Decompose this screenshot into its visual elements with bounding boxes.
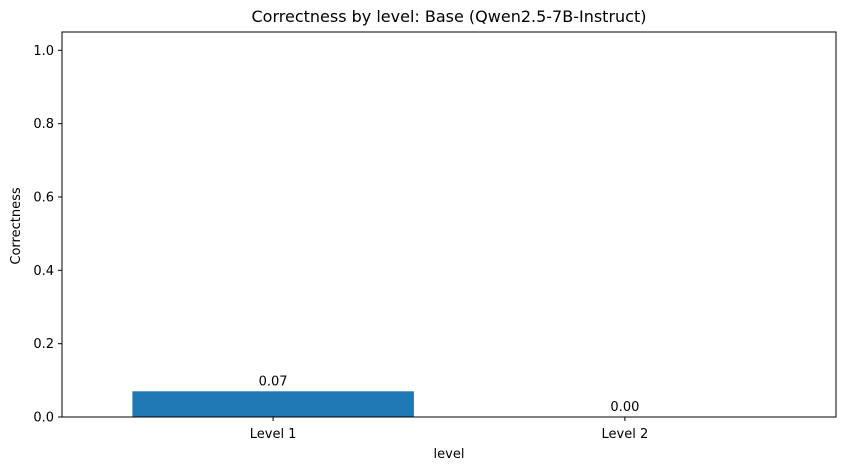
- y-tick-label: 0.0: [33, 411, 54, 426]
- y-tick-label: 0.2: [33, 337, 54, 352]
- plot-frame: [61, 31, 837, 418]
- y-tick-label: 0.4: [33, 264, 54, 279]
- x-tick-label: Level 2: [602, 427, 649, 442]
- y-tick-label: 0.6: [33, 191, 54, 206]
- x-tick-label: Level 1: [250, 427, 297, 442]
- x-axis-label: level: [434, 447, 465, 462]
- y-tick-label: 1.0: [33, 44, 54, 59]
- bar-value-label: 0.00: [610, 400, 639, 415]
- y-axis-label: Correctness: [9, 187, 24, 264]
- chart-title: Correctness by level: Base (Qwen2.5-7B-I…: [252, 7, 647, 26]
- plot-area: 0.07 Level 1 0.00 Level 2 0.0 0.2 0.4 0.6 0.8 1.0: [33, 31, 837, 442]
- bar-value-label: 0.07: [259, 374, 288, 389]
- y-tick-label: 0.8: [33, 117, 54, 132]
- bar-level-1: [132, 391, 414, 417]
